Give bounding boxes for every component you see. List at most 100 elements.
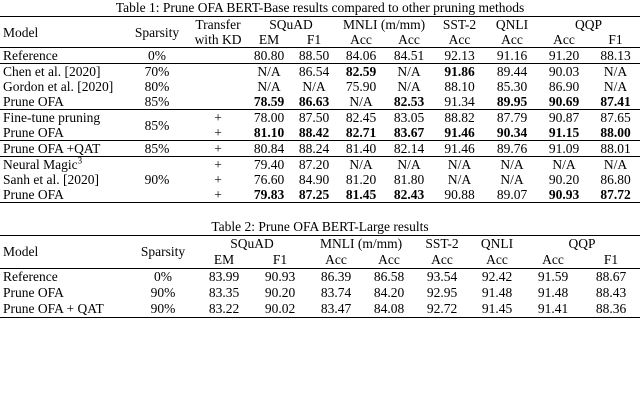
metric-header: F1 (306, 32, 322, 47)
table-row: Prune OFA +79.83 87.25 81.45 82.43 90.88 89.07… (0, 187, 640, 203)
header-row: Model Sparsity SQuAD MNLI (m/mm) SST-2 QNLI QQ… (0, 236, 640, 259)
model-cell: Neural Magic3 (0, 156, 124, 172)
value-cell: N/A (487, 156, 538, 172)
header-cell: Sparsity (134, 24, 180, 40)
model-name: Reference (3, 48, 58, 63)
value-cell: 90.20 (548, 172, 580, 187)
value-cell: 87.79 (487, 109, 538, 125)
table: Model Sparsity Transfer with KD SQuAD MNLI (m… (0, 16, 640, 203)
value-cell: 91.16 (487, 47, 538, 64)
value-cell: 91.46 (444, 125, 475, 140)
value-cell: 83.35 (208, 285, 240, 300)
metric-header: Acc (378, 252, 400, 267)
value-cell: 79.83 (253, 187, 285, 202)
value-cell: 90.69 (548, 94, 580, 109)
value-cell: 86.63 (298, 94, 330, 109)
value-cell: 90.03 (537, 63, 592, 79)
value-cell: 87.72 (600, 187, 631, 202)
model-cell: Gordon et al. [2020] (0, 79, 124, 94)
value-cell: 84.06 (336, 47, 387, 64)
metric-header: EM (213, 252, 235, 267)
value-cell: 88.10 (444, 79, 475, 94)
metric-header: Acc (553, 32, 575, 47)
kd-cell: + (214, 187, 222, 202)
value-cell: 92.42 (470, 268, 525, 285)
kd-cell (190, 79, 246, 94)
value-cell: 90.02 (264, 301, 296, 316)
header-line: Transfer (195, 17, 241, 32)
value-cell: 88.36 (595, 301, 627, 316)
value-cell: 83.05 (386, 109, 433, 125)
table-row: Prune OFA +QAT 85% +80.84 88.24 81.40 82.14 91… (0, 140, 640, 157)
value-cell: 87.25 (298, 187, 330, 202)
value-cell: 86.54 (292, 63, 337, 79)
value-cell: N/A (246, 63, 292, 79)
table-caption: Table 2: Prune OFA BERT-Large results (211, 219, 429, 234)
metric-header: F1 (603, 252, 619, 267)
header-row: EM F1 Acc Acc Acc Acc Acc F1 (0, 252, 640, 269)
metric-header: Acc (431, 252, 453, 267)
table-row: Prune OFA + QAT 90% 83.22 90.02 83.47 84.08 92… (0, 301, 640, 318)
model-cell: Sanh et al. [2020] (0, 172, 124, 187)
sparsity-cell: 85% (124, 109, 190, 141)
model-cell: Prune OFA (0, 285, 130, 301)
model-name: Prune OFA + QAT (3, 301, 104, 316)
value-cell: N/A (537, 156, 592, 172)
sparsity-cell: 0% (130, 268, 196, 285)
value-cell: 87.41 (600, 94, 631, 109)
value-cell: 84.08 (373, 301, 405, 316)
value-cell: 80.80 (246, 47, 292, 64)
value-cell: 92.72 (426, 301, 458, 316)
value-cell: 83.99 (196, 268, 252, 285)
value-cell: 90.20 (264, 285, 296, 300)
value-cell: 87.20 (292, 156, 337, 172)
model-name: Neural Magic (3, 157, 78, 172)
value-cell: 82.71 (345, 125, 377, 140)
header-cell: Model (3, 24, 39, 40)
value-cell: 88.82 (432, 109, 488, 125)
value-cell: 78.59 (253, 94, 285, 109)
model-cell: Prune OFA (0, 187, 124, 203)
value-cell: 90.88 (444, 187, 475, 202)
value-cell: 88.13 (591, 47, 640, 64)
model-cell: Reference (0, 47, 124, 64)
sparsity-cell: 0% (124, 47, 190, 64)
metric-header: F1 (608, 32, 623, 47)
value-cell: 90.93 (548, 187, 580, 202)
value-cell: 88.01 (591, 140, 640, 157)
value-cell: N/A (257, 79, 281, 94)
value-cell: N/A (591, 156, 640, 172)
value-cell: N/A (386, 156, 433, 172)
value-cell: 89.07 (496, 187, 528, 202)
task-header: QNLI (480, 236, 514, 251)
value-cell: 93.54 (414, 268, 471, 285)
kd-cell: + (190, 156, 246, 172)
value-cell: 81.20 (345, 172, 377, 187)
header-cell: Sparsity (140, 244, 186, 259)
header-cell: Transfer with KD (190, 17, 246, 48)
metric-header: Acc (448, 32, 471, 47)
value-cell: 83.22 (208, 301, 240, 316)
metric-header: Acc (486, 252, 508, 267)
value-cell: 87.50 (292, 109, 337, 125)
value-cell: 91.86 (432, 63, 488, 79)
table-row: Chen et al. [2020] 70% N/A 86.54 82.59 N/A 91.… (0, 63, 640, 79)
value-cell: 78.00 (246, 109, 292, 125)
value-cell: 91.45 (481, 301, 513, 316)
value-cell: N/A (591, 63, 640, 79)
value-cell: 88.24 (292, 140, 337, 157)
value-cell: 86.58 (364, 268, 415, 285)
model-name: Prune OFA +QAT (3, 141, 101, 156)
value-cell: 84.51 (386, 47, 433, 64)
metric-header: Acc (542, 252, 564, 267)
model-name: Chen et al. [2020] (3, 64, 101, 79)
task-header: SST-2 (425, 236, 459, 251)
value-cell: N/A (349, 94, 373, 109)
model-cell: Prune OFA + QAT (0, 301, 130, 318)
value-cell: 91.46 (432, 140, 488, 157)
value-cell: 88.43 (595, 285, 627, 300)
value-cell: N/A (302, 79, 326, 94)
value-cell: 76.60 (253, 172, 285, 187)
header-cell: Model (3, 244, 39, 259)
